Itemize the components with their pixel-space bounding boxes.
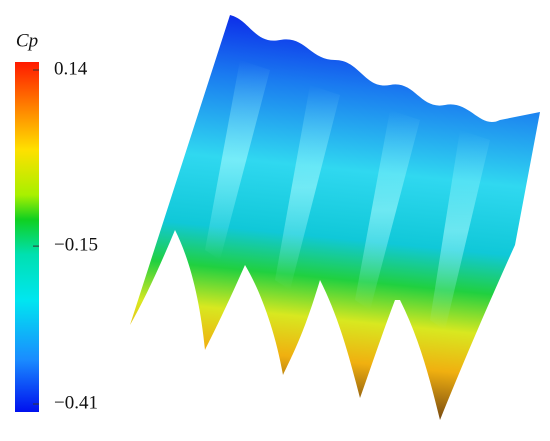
tick-label: 0.14: [54, 58, 88, 79]
ridge: [205, 60, 270, 260]
ridge: [430, 130, 490, 330]
tick-label: −0.15: [54, 234, 98, 255]
colorbar: Cp 0.14 −0.15 −0.41: [15, 30, 98, 413]
wavy-surface: [130, 15, 540, 420]
tick-label: −0.41: [54, 392, 98, 413]
ridge: [355, 110, 420, 310]
ridge: [275, 85, 340, 290]
surface: [130, 15, 540, 420]
colorbar-label: Cp: [16, 30, 38, 51]
colorbar-fill: [15, 62, 39, 412]
